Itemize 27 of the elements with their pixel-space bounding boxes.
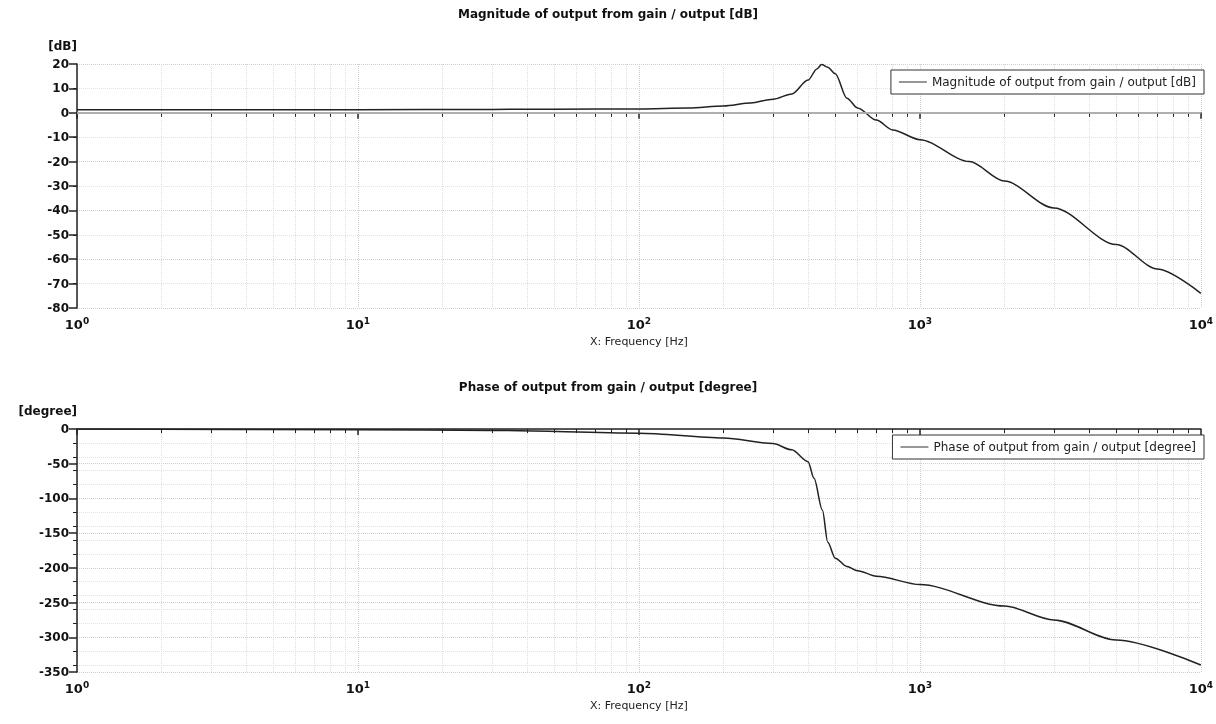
y-tick-label: 10 bbox=[52, 81, 69, 96]
y-tick-label: 0 bbox=[60, 422, 69, 436]
x-axis-title: X: Frequency [Hz] bbox=[590, 699, 688, 712]
y-tick-label: -50 bbox=[47, 227, 69, 242]
y-tick-label: -150 bbox=[38, 526, 69, 541]
y-tick-label: 20 bbox=[52, 57, 69, 71]
y-tick-label: -300 bbox=[38, 630, 69, 645]
y-tick-label: -60 bbox=[47, 252, 69, 267]
y-tick-label: -20 bbox=[47, 154, 69, 169]
legend-label: Magnitude of output from gain / output [dB] bbox=[931, 75, 1196, 89]
y-tick-label: -10 bbox=[47, 130, 69, 145]
y-tick-label: -70 bbox=[47, 276, 69, 291]
y-tick-label: -350 bbox=[38, 665, 69, 679]
y-tick-label: -200 bbox=[38, 560, 69, 575]
y-tick-label: 0 bbox=[60, 105, 69, 120]
y-tick-label: -100 bbox=[38, 491, 69, 506]
y-axis-title: [dB] bbox=[48, 39, 77, 53]
y-tick-label: -250 bbox=[38, 595, 69, 610]
y-tick-label: -30 bbox=[47, 179, 69, 193]
legend-label: Phase of output from gain / output [degree] bbox=[933, 440, 1197, 454]
chart-title: Magnitude of output from gain / output [dB] bbox=[457, 7, 759, 21]
y-tick-label: -80 bbox=[47, 301, 69, 315]
chart-title: Phase of output from gain / output [degree] bbox=[458, 380, 758, 394]
y-tick-label: -40 bbox=[47, 203, 69, 218]
y-tick-label: -50 bbox=[47, 456, 69, 471]
y-axis-title: [degree] bbox=[18, 404, 77, 418]
x-axis-title: X: Frequency [Hz] bbox=[590, 335, 688, 348]
